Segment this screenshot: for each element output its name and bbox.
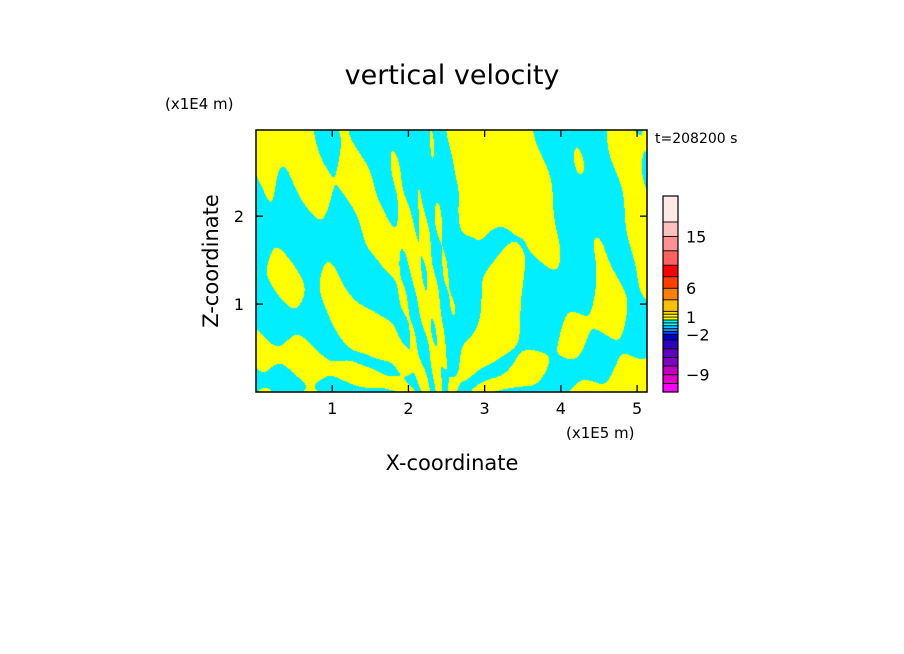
colorbar-band — [662, 276, 679, 289]
x-unit-label: (x1E5 m) — [566, 424, 635, 442]
y-axis-label: Z-coordinate — [199, 194, 223, 328]
colorbar-label: 15 — [686, 227, 706, 246]
colorbar-label: −2 — [686, 325, 710, 344]
x-tick-label: 5 — [632, 399, 642, 418]
colorbar-band — [662, 374, 679, 384]
colorbar-band — [662, 333, 679, 341]
colorbar-label: −9 — [686, 366, 710, 385]
colorbar-band — [662, 331, 679, 335]
colorbar-band — [662, 325, 679, 329]
time-label: t=208200 s — [655, 131, 737, 147]
y-unit-label: (x1E4 m) — [165, 95, 234, 113]
colorbar-band — [662, 348, 679, 358]
colorbar-band — [662, 322, 679, 327]
colorbar-band — [662, 316, 679, 321]
colorbar-band — [662, 235, 679, 252]
y-axis: 12 — [234, 207, 647, 314]
colorbar-band — [662, 195, 679, 223]
x-axis: 1 2 3 4 5 — [327, 130, 642, 418]
colorbar-band — [662, 264, 679, 278]
colorbar-band — [662, 365, 679, 376]
colorbar-label: 1 — [686, 308, 696, 327]
velocity-field — [256, 130, 647, 392]
colorbar-label: 6 — [686, 279, 696, 298]
colorbar-band — [662, 287, 679, 301]
colorbar: 15 6 1−2 −9 — [662, 195, 710, 393]
colorbar-band — [662, 250, 679, 266]
x-tick-label: 3 — [480, 399, 490, 418]
colorbar-band — [662, 299, 679, 312]
chart-title: vertical velocity — [345, 60, 560, 91]
colorbar-band — [662, 319, 679, 324]
colorbar-band — [662, 221, 679, 237]
colorbar-band — [662, 313, 679, 318]
colorbar-frame — [662, 195, 679, 393]
colorbar-band — [662, 328, 679, 332]
colorbar-band — [662, 339, 679, 350]
y-tick-label: 1 — [234, 295, 244, 314]
x-axis-label: X-coordinate — [386, 451, 519, 475]
colorbar-band — [662, 357, 679, 367]
plot-area — [255, 129, 648, 393]
x-tick-label: 1 — [327, 399, 337, 418]
x-tick-label: 4 — [556, 399, 566, 418]
colorbar-band — [662, 382, 679, 393]
plot-frame — [255, 129, 648, 393]
x-tick-label: 2 — [403, 399, 413, 418]
colorbar-band — [662, 310, 679, 315]
y-tick-label: 2 — [234, 207, 244, 226]
